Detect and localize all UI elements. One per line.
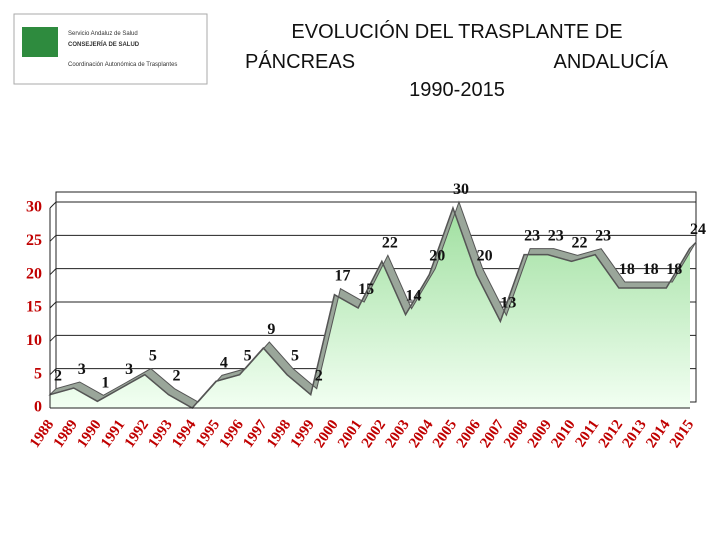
x-tick-label: 1994 <box>169 417 200 451</box>
data-label: 17 <box>334 268 350 285</box>
data-label: 23 <box>595 228 611 245</box>
data-label: 2 <box>315 368 323 385</box>
x-tick-label: 1996 <box>217 417 248 451</box>
grid-line <box>49 234 696 242</box>
x-tick-label: 1988 <box>27 417 57 451</box>
logo-text: Coordinación Autonómica de Trasplantes <box>68 62 177 68</box>
data-label: 13 <box>500 294 516 311</box>
x-tick-label: 2006 <box>454 417 485 451</box>
grid-line <box>49 201 696 209</box>
x-tick-label: 1995 <box>193 417 223 451</box>
x-tick-label: 1989 <box>51 417 81 451</box>
x-tick-label: 2003 <box>383 417 413 451</box>
data-label: 5 <box>244 348 252 365</box>
logo-icon <box>22 27 58 57</box>
data-label: 2 <box>54 368 62 385</box>
data-label: 18 <box>643 261 659 278</box>
area <box>50 208 690 408</box>
data-label: 23 <box>524 228 540 245</box>
x-tick-label: 2002 <box>359 417 389 451</box>
data-label: 15 <box>358 281 374 298</box>
y-tick-label: 10 <box>26 332 42 349</box>
data-label: 24 <box>690 221 706 238</box>
y-tick-label: 5 <box>34 365 42 382</box>
data-label: 1 <box>101 374 109 391</box>
data-label: 3 <box>125 361 133 378</box>
data-label: 5 <box>149 348 157 365</box>
data-label: 18 <box>666 261 682 278</box>
x-tick-label: 2000 <box>311 417 341 451</box>
logo-text: Servicio Andaluz de Salud <box>68 31 138 37</box>
x-tick-label: 1997 <box>240 417 271 451</box>
x-tick-label: 1998 <box>264 417 294 451</box>
chart-title: EVOLUCIÓN DEL TRASPLANTE DE <box>291 20 622 43</box>
x-tick-label: 1991 <box>98 417 128 451</box>
x-tick-label: 2001 <box>335 417 365 451</box>
data-label: 2 <box>173 368 181 385</box>
data-label: 5 <box>291 348 299 365</box>
x-tick-label: 1999 <box>288 417 318 451</box>
data-label: 20 <box>477 248 493 265</box>
x-tick-label: 2010 <box>548 417 578 451</box>
data-label: 3 <box>78 361 86 378</box>
x-tick-label: 1993 <box>145 417 175 451</box>
data-label: 9 <box>267 321 275 338</box>
y-tick-label: 25 <box>26 232 42 249</box>
x-tick-label: 2015 <box>667 417 697 451</box>
x-tick-label: 2012 <box>596 417 626 451</box>
data-label: 22 <box>571 234 587 251</box>
data-label: 18 <box>619 261 635 278</box>
line <box>49 205 691 409</box>
logo-text: CONSEJERÍA DE SALUD <box>68 40 140 48</box>
x-tick-label: 2004 <box>406 417 437 451</box>
x-tick-label: 2011 <box>573 417 603 450</box>
x-tick-label: 2013 <box>620 417 650 451</box>
data-label: 4 <box>220 354 228 371</box>
x-tick-label: 2005 <box>430 417 460 451</box>
x-tick-label: 2007 <box>477 417 508 451</box>
chart-title: PÁNCREAS <box>245 50 355 73</box>
x-tick-label: 1992 <box>122 417 152 451</box>
y-tick-label: 20 <box>26 265 42 282</box>
chart-subtitle: 1990-2015 <box>409 79 505 101</box>
data-label: 22 <box>382 234 398 251</box>
x-tick-label: 1990 <box>74 417 104 451</box>
data-label: 14 <box>406 288 422 305</box>
y-tick-label: 30 <box>26 199 42 216</box>
y-tick-label: 15 <box>26 299 42 316</box>
x-tick-label: 2014 <box>643 417 674 451</box>
chart-title: ANDALUCÍA <box>554 50 669 73</box>
data-label: 23 <box>548 228 564 245</box>
x-tick-label: 2008 <box>501 417 531 451</box>
x-tick-label: 2009 <box>525 417 555 451</box>
data-label: 30 <box>453 181 469 198</box>
data-label: 20 <box>429 248 445 265</box>
y-tick-label: 0 <box>34 399 42 416</box>
